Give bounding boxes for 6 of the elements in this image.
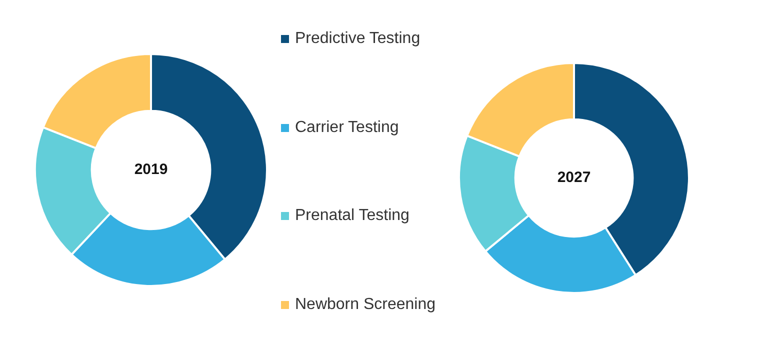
legend-label: Prenatal Testing — [295, 207, 410, 225]
text: 2027 — [557, 169, 591, 186]
text: 2019 — [134, 161, 168, 178]
legend-label: Newborn Screening — [295, 296, 436, 314]
legend-label: Carrier Testing — [295, 119, 399, 137]
legend-label: Predictive Testing — [295, 30, 420, 48]
